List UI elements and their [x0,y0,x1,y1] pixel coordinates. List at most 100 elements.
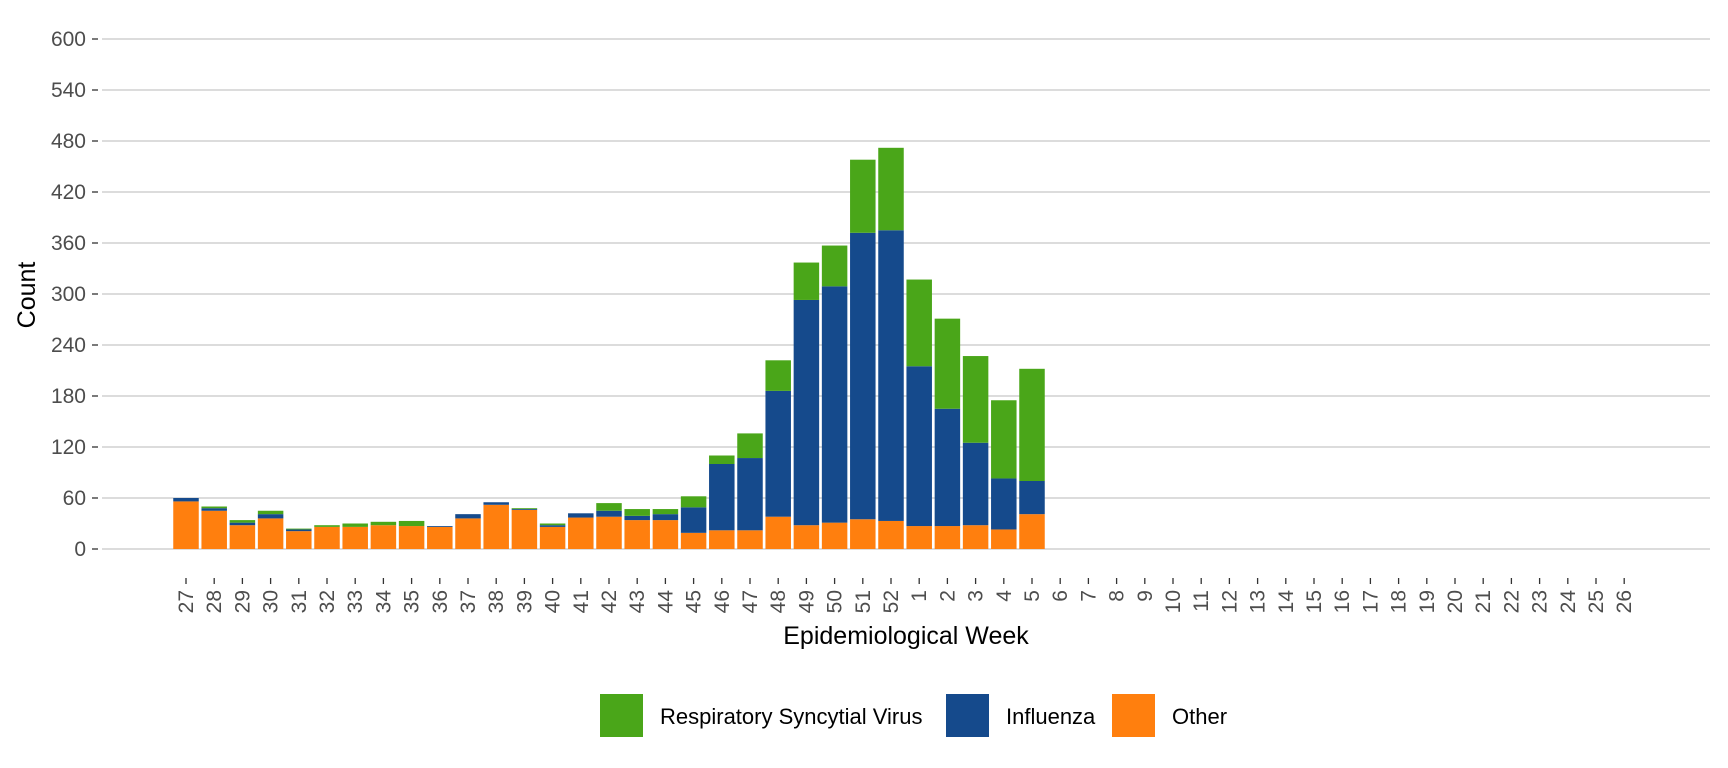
bar-respiratory-syncytial-virus-week-31 [286,528,312,530]
bar-respiratory-syncytial-virus-week-49 [793,262,820,300]
bar-other-week-50 [821,522,848,549]
x-tick-label: 28 [203,590,226,613]
bar-other-week-44 [652,520,679,549]
x-tick-label: 10 [1162,590,1185,613]
bar-other-week-48 [765,516,791,549]
bar-respiratory-syncytial-virus-week-51 [850,159,876,233]
x-tick-label: 48 [767,590,790,613]
bar-other-week-3 [962,525,989,549]
bar-other-week-35 [398,526,425,549]
gridlines [102,38,1710,550]
x-tick-label: 32 [316,590,339,613]
bar-other-week-4 [991,529,1017,549]
bar-influenza-week-4 [991,478,1017,530]
bar-influenza-week-39 [511,509,538,510]
x-tick-label: 11 [1190,590,1213,612]
bar-influenza-week-37 [455,514,481,519]
x-tick-label: 47 [739,590,762,613]
y-tick-label: 480 [51,130,86,153]
x-tick-label: 2 [936,590,959,602]
x-tick-label: 20 [1444,590,1467,613]
bar-influenza-week-5 [1019,481,1045,515]
y-tick-label: 180 [51,385,86,408]
x-tick-label: 44 [654,590,677,614]
x-tick-label: 27 [175,590,198,613]
bar-influenza-week-48 [765,390,791,517]
x-tick-label: 9 [1134,590,1157,602]
bar-respiratory-syncytial-virus-week-45 [680,496,707,508]
bar-respiratory-syncytial-virus-week-47 [737,433,763,459]
bar-influenza-week-45 [680,507,707,533]
bar-respiratory-syncytial-virus-week-52 [878,147,904,231]
bar-influenza-week-27 [173,498,199,502]
bar-respiratory-syncytial-virus-week-29 [229,520,256,523]
x-tick-label: 6 [1049,590,1072,602]
bar-other-week-31 [286,531,312,549]
x-axis-ticks: 27 28 29 30 31 32 33 34 35 36 37 38 39 40 41 42 43 44 45 46… [175,578,1636,613]
bar-other-week-38 [483,504,509,549]
legend-label: Other [1172,704,1227,729]
bar-other-week-40 [539,526,566,549]
x-tick-label: 36 [429,590,452,613]
bar-respiratory-syncytial-virus-week-28 [201,506,227,509]
x-tick-label: 19 [1416,590,1439,613]
y-tick-label: 0 [74,538,86,561]
bar-respiratory-syncytial-virus-week-35 [398,520,425,527]
bar-influenza-week-29 [229,522,256,526]
x-tick-label: 52 [880,590,903,613]
x-tick-label: 51 [852,590,875,613]
bar-respiratory-syncytial-virus-week-40 [539,523,566,526]
y-tick-label: 360 [51,232,86,255]
bar-influenza-week-51 [850,232,876,520]
bar-other-week-41 [568,517,594,549]
x-tick-label: 18 [1388,590,1411,613]
bar-respiratory-syncytial-virus-week-43 [624,509,650,516]
x-tick-label: 35 [401,590,424,613]
bar-influenza-week-31 [286,529,312,532]
y-axis-ticks: 0 60 120 180 240 300 360 420 480 540 600 [51,28,98,561]
bar-other-week-2 [934,526,961,549]
y-tick-label: 420 [51,181,86,204]
bar-other-week-49 [793,525,820,549]
bar-other-week-30 [257,518,284,549]
bar-influenza-week-3 [962,442,989,526]
x-tick-label: 4 [993,590,1016,602]
x-tick-label: 45 [683,590,706,613]
x-tick-label: 33 [344,590,367,613]
x-tick-label: 14 [1275,590,1298,614]
x-tick-label: 17 [1359,590,1382,613]
x-tick-label: 37 [457,590,480,613]
y-tick-label: 540 [51,79,86,102]
bar-other-week-37 [455,518,481,549]
x-tick-label: 12 [1218,590,1241,613]
bar-other-week-33 [342,526,368,549]
bar-other-week-45 [680,532,707,549]
bar-influenza-week-43 [624,515,650,521]
x-tick-label: 43 [626,590,649,613]
bars [173,147,1045,549]
x-tick-label: 46 [711,590,734,613]
bar-other-week-47 [737,530,763,549]
legend: Respiratory Syncytial Virus Influenza Othe… [600,694,1227,737]
x-tick-label: 30 [260,590,283,613]
bar-other-week-51 [850,519,876,549]
bar-other-week-34 [370,525,397,549]
bar-other-week-46 [709,530,735,549]
x-tick-label: 26 [1613,590,1636,613]
bar-other-week-28 [201,510,227,549]
x-tick-label: 40 [542,590,565,613]
y-tick-label: 240 [51,334,86,357]
bar-other-week-42 [596,516,622,549]
bar-influenza-week-50 [821,286,848,523]
bar-influenza-week-36 [427,526,453,527]
bar-influenza-week-42 [596,510,622,517]
bar-influenza-week-41 [568,513,594,518]
x-tick-label: 34 [372,590,395,614]
x-tick-label: 16 [1331,590,1354,613]
x-tick-label: 29 [231,590,254,613]
x-tick-label: 5 [1021,590,1044,602]
bar-respiratory-syncytial-virus-week-4 [991,400,1017,479]
bar-influenza-week-44 [652,514,679,521]
bar-influenza-week-47 [737,458,763,531]
